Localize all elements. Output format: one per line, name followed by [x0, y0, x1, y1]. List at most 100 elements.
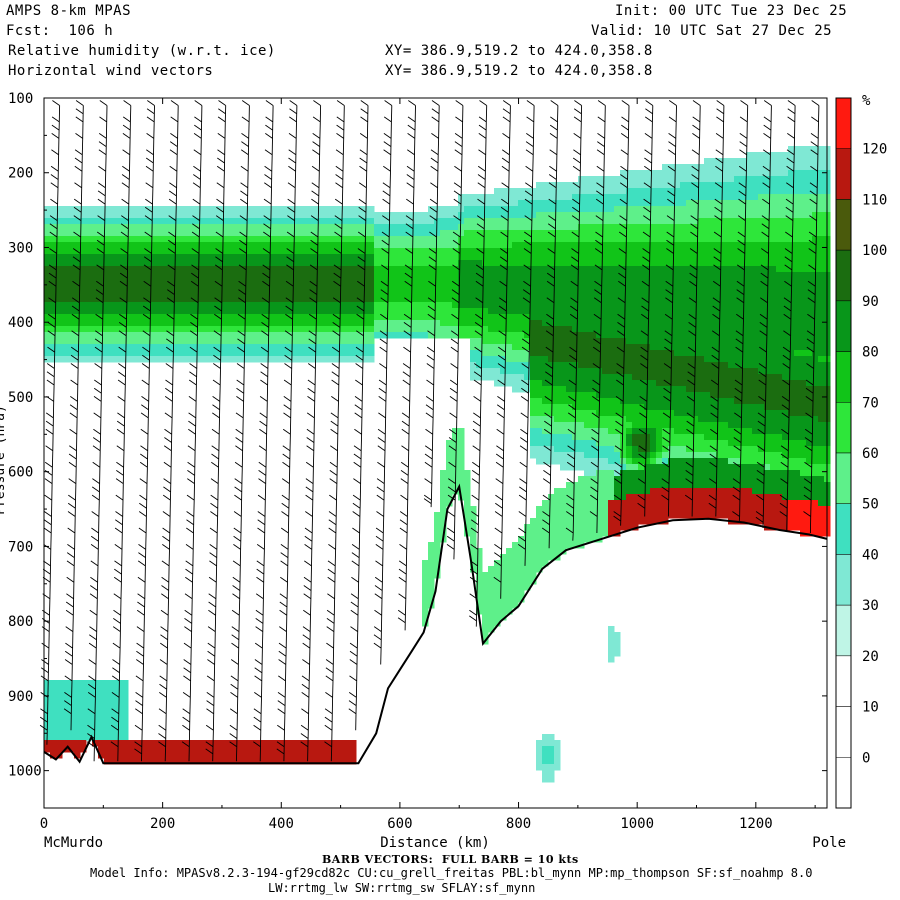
rh-cell [260, 344, 267, 351]
rh-cell [110, 224, 117, 231]
rh-cell [146, 326, 153, 333]
rh-cell [536, 458, 543, 465]
rh-cell [560, 296, 567, 303]
rh-cell [674, 488, 681, 495]
rh-cell [116, 266, 123, 273]
rh-cell [230, 320, 237, 327]
rh-cell [518, 230, 525, 237]
rh-cell [224, 338, 231, 345]
rh-cell [248, 740, 255, 747]
rh-cell [314, 302, 321, 309]
rh-cell [206, 254, 213, 261]
rh-cell [164, 296, 171, 303]
rh-cell [746, 494, 753, 501]
rh-cell [446, 302, 453, 309]
rh-cell [428, 566, 435, 573]
rh-cell [116, 260, 123, 267]
rh-cell [122, 734, 129, 741]
rh-cell [590, 512, 597, 519]
rh-cell [434, 524, 441, 531]
rh-cell [146, 218, 153, 225]
rh-cell [62, 224, 69, 231]
rh-cell [272, 320, 279, 327]
rh-cell [554, 758, 561, 765]
rh-cell [224, 746, 231, 753]
rh-cell [692, 302, 699, 309]
rh-cell [572, 344, 579, 351]
rh-cell [542, 530, 549, 537]
rh-cell [446, 278, 453, 285]
rh-cell [242, 278, 249, 285]
rh-cell [212, 248, 219, 255]
rh-cell [566, 398, 573, 405]
rh-cell [44, 680, 51, 687]
rh-cell [146, 314, 153, 321]
rh-cell [482, 212, 489, 219]
rh-cell [218, 350, 225, 357]
rh-cell [110, 206, 117, 213]
rh-cell [470, 512, 477, 519]
rh-cell [578, 302, 585, 309]
rh-cell [62, 290, 69, 297]
rh-cell [632, 368, 639, 375]
rh-cell [200, 212, 207, 219]
rh-cell [578, 284, 585, 291]
rh-cell [314, 296, 321, 303]
rh-cell [692, 278, 699, 285]
rh-cell [542, 320, 549, 327]
rh-cell [698, 278, 705, 285]
rh-cell [614, 422, 621, 429]
rh-cell [692, 440, 699, 447]
rh-cell [662, 470, 669, 477]
rh-cell [518, 218, 525, 225]
rh-cell [560, 320, 567, 327]
rh-cell [542, 404, 549, 411]
rh-cell [632, 308, 639, 315]
rh-cell [584, 500, 591, 507]
rh-cell [428, 272, 435, 279]
rh-cell [680, 476, 687, 483]
rh-cell [194, 752, 201, 759]
rh-cell [590, 230, 597, 237]
rh-cell [596, 224, 603, 231]
rh-cell [536, 302, 543, 309]
rh-cell [542, 266, 549, 273]
rh-cell [716, 296, 723, 303]
rh-cell [446, 470, 453, 477]
rh-cell [164, 758, 171, 765]
rh-cell [458, 446, 465, 453]
rh-cell [644, 224, 651, 231]
rh-cell [734, 476, 741, 483]
rh-cell [620, 272, 627, 279]
rh-cell [440, 284, 447, 291]
rh-cell [494, 614, 501, 621]
rh-cell [110, 716, 117, 723]
rh-cell [494, 224, 501, 231]
rh-cell [326, 290, 333, 297]
rh-cell [458, 254, 465, 261]
rh-cell [692, 470, 699, 477]
rh-cell [674, 386, 681, 393]
rh-cell [740, 458, 747, 465]
rh-cell [272, 290, 279, 297]
rh-cell [728, 404, 735, 411]
rh-cell [260, 206, 267, 213]
rh-cell [158, 254, 165, 261]
rh-cell [452, 452, 459, 459]
rh-cell [44, 338, 51, 345]
rh-cell [218, 290, 225, 297]
rh-cell [74, 230, 81, 237]
rh-cell [650, 434, 657, 441]
rh-cell [728, 380, 735, 387]
rh-cell [278, 206, 285, 213]
rh-cell [692, 296, 699, 303]
rh-cell [362, 206, 369, 213]
rh-cell [728, 362, 735, 369]
rh-cell [140, 740, 147, 747]
rh-cell [302, 752, 309, 759]
rh-cell [566, 386, 573, 393]
rh-cell [608, 200, 615, 207]
rh-cell [446, 320, 453, 327]
rh-cell [536, 272, 543, 279]
rh-cell [236, 284, 243, 291]
